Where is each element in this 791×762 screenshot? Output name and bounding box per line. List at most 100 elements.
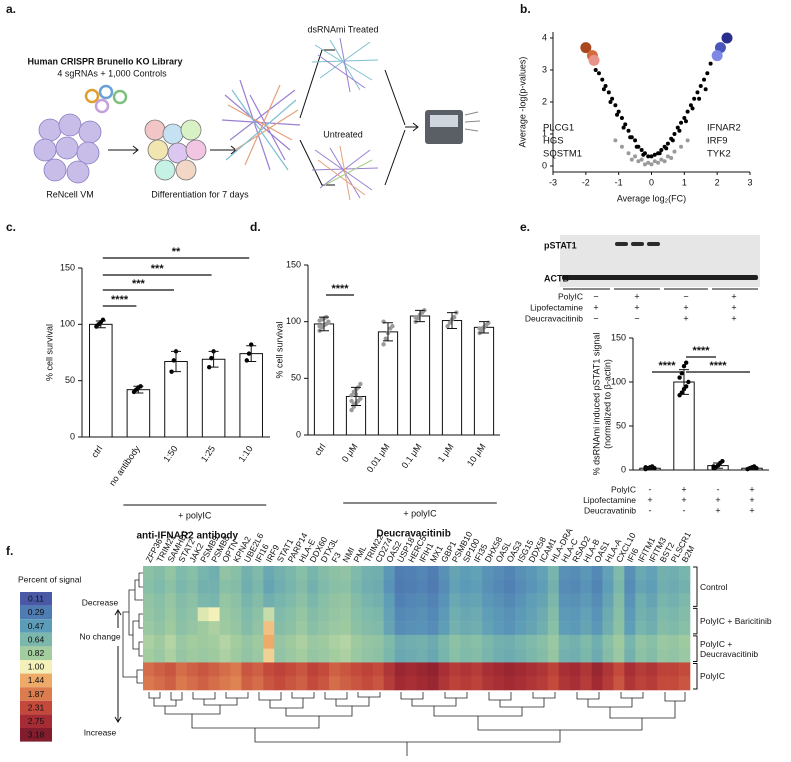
heatmap-cell — [449, 566, 461, 581]
heatmap-cell — [471, 662, 483, 677]
heatmap-cell — [635, 621, 647, 636]
data-point — [754, 466, 759, 471]
heatmap-cell — [219, 621, 231, 636]
heatmap-cell — [241, 607, 253, 622]
heatmap-cell — [613, 662, 625, 677]
heatmap-cell — [285, 579, 297, 594]
condition-label: Lipofectamine — [530, 302, 583, 312]
heatmap-cell — [164, 621, 177, 636]
heatmap-cell — [186, 579, 198, 594]
actb-band — [562, 275, 758, 280]
heatmap-cell — [307, 566, 319, 581]
heatmap-cell — [525, 593, 538, 608]
untreated-label: Untreated — [323, 129, 363, 139]
heatmap-cell — [153, 634, 166, 649]
heatmap-cell — [547, 593, 560, 608]
heatmap-cell — [580, 648, 592, 663]
point — [613, 103, 618, 108]
heatmap-cell — [536, 676, 549, 691]
heatmap-cell — [460, 662, 472, 677]
heatmap-cell — [536, 634, 549, 649]
heatmap-cell — [602, 566, 614, 581]
condition-value: + — [683, 302, 688, 312]
heatmap-cell — [416, 566, 428, 581]
y-axis-label: % cell survival — [44, 324, 54, 381]
heatmap-cell — [296, 634, 308, 649]
point — [677, 128, 682, 133]
heatmap-cell — [591, 662, 603, 677]
heatmap-cell — [350, 607, 363, 622]
heatmap-cell — [504, 593, 516, 608]
data-point — [358, 381, 363, 387]
point — [697, 96, 702, 101]
heatmap-cell — [525, 566, 538, 581]
legend-label: 1.00 — [28, 662, 45, 672]
heatmap-cell — [657, 648, 669, 663]
heatmap-cell — [372, 621, 384, 636]
heatmap-cell — [416, 593, 428, 608]
x-tick-label: 0 μM — [340, 442, 360, 464]
condition-value: + — [749, 505, 754, 515]
heatmap-cell — [460, 621, 472, 636]
heatmap-cell — [602, 634, 614, 649]
heatmap-cell — [241, 593, 253, 608]
heatmap-cell — [427, 648, 439, 663]
heatmap-cell — [296, 607, 308, 622]
heatmap-cell — [569, 648, 581, 663]
legend-title: Percent of signal — [18, 574, 81, 584]
heatmap-cell — [372, 634, 384, 649]
group-label-box: PolyIC — [700, 671, 726, 682]
x-tick-label: 3 — [747, 177, 752, 187]
heatmap-cell — [175, 662, 188, 677]
group-label: PolyIC — [700, 671, 726, 682]
heatmap-cell — [504, 634, 516, 649]
heatmap-cell — [328, 607, 341, 622]
heatmap-cell — [153, 621, 166, 636]
heatmap-cell — [350, 593, 363, 608]
error-bar — [645, 466, 655, 470]
heatmap-cell — [460, 676, 472, 691]
heatmap-cell — [383, 662, 395, 677]
heatmap-cell — [394, 566, 406, 581]
condition-label: Lipofectamine — [583, 495, 636, 505]
error-bar — [415, 309, 425, 323]
heatmap-cell — [361, 579, 374, 594]
heatmap-cell — [186, 607, 198, 622]
significance-label: **** — [658, 360, 676, 372]
heatmap-cell — [416, 648, 428, 663]
condition-value: − — [593, 291, 598, 301]
heatmap-cell — [635, 566, 647, 581]
legend-label: 0.29 — [28, 607, 45, 617]
data-point — [349, 393, 354, 398]
heatmap-cell — [668, 593, 680, 608]
heatmap-cell — [679, 621, 691, 636]
heatmap-cell — [482, 676, 494, 691]
heatmap-cell — [175, 634, 188, 649]
heatmap-cell — [153, 676, 166, 691]
legend-swatch — [20, 728, 52, 742]
group-bracket — [693, 635, 698, 662]
heatmap-cell — [143, 607, 155, 622]
heatmap-cell — [416, 579, 428, 594]
cell — [144, 119, 166, 141]
heatmap-cell — [274, 593, 286, 608]
heatmap-cell — [285, 662, 297, 677]
heatmap-cell — [405, 634, 417, 649]
heatmap-cell — [175, 579, 188, 594]
heatmap-cell — [274, 579, 286, 594]
x-tick-label: 1 μM — [436, 442, 456, 464]
neurites — [324, 159, 373, 186]
heatmap-cell — [208, 593, 220, 608]
heatmap-cell — [285, 593, 297, 608]
heatmap-cell — [580, 634, 592, 649]
heatmap-cell — [274, 648, 286, 663]
heatmap-cell — [427, 676, 439, 691]
x-tick-label: 10 μM — [465, 442, 488, 468]
sequencer-screen — [430, 115, 458, 127]
point — [692, 96, 697, 101]
point — [613, 138, 618, 143]
legend-swatch — [20, 605, 52, 620]
heatmap-cell — [219, 566, 231, 581]
heatmap-cell — [143, 579, 155, 594]
x-tick-label: ctrl — [313, 442, 328, 458]
